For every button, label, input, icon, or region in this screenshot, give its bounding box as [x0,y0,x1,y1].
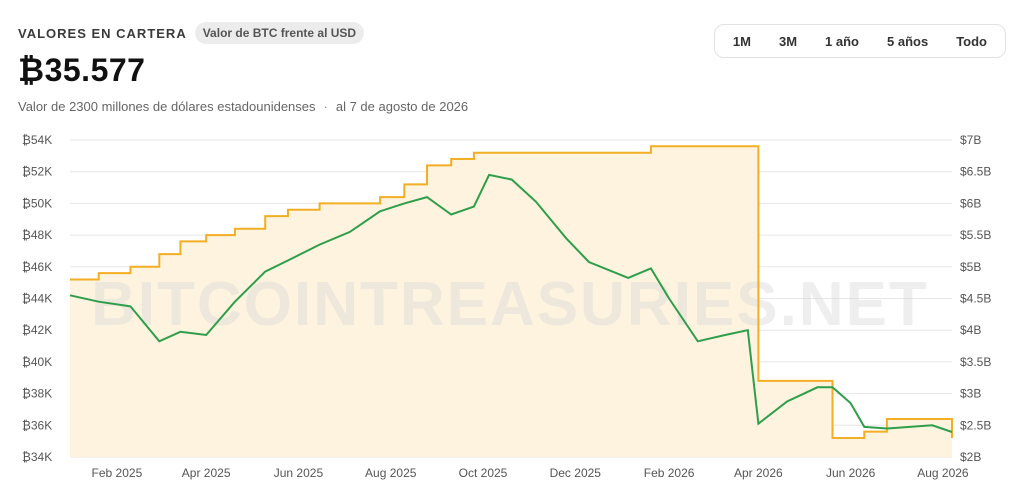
x-tick-label: Feb 2026 [644,466,695,480]
y-left-tick-label: ₿36K [22,418,52,432]
range-5y-button[interactable]: 5 años [873,34,942,49]
watermark: BITCOINTREASURIES.NET [91,270,929,339]
holdings-value: ₿35.577 [18,52,146,88]
y-left-tick-label: ₿44K [22,292,52,306]
y-left-tick-label: ₿42K [22,323,52,337]
usd-value-line [70,145,953,439]
usd-value-text: Valor de 2300 millones de dólares estado… [18,99,316,114]
currency-pill: Valor de BTC frente al USD [194,22,365,44]
range-1m-button[interactable]: 1M [719,34,765,49]
y-right-tick-label: $6B [960,196,981,210]
section-title: VALORES EN CARTERA [18,25,187,41]
y-left-tick-label: ₿40K [22,355,52,369]
x-tick-label: Feb 2025 [92,466,143,480]
usd-value-area [70,146,952,458]
x-tick-label: Dec 2025 [550,466,602,480]
x-tick-label: Apr 2026 [734,466,783,480]
header: VALORES EN CARTERA Valor de BTC frente a… [18,22,468,114]
btc-holdings-line [69,173,953,433]
axis-labels: ₿34K ₿36K ₿38K ₿40K ₿42K ₿44K ₿46K ₿48K ₿50K ₿52K… [22,133,991,480]
y-left-tick-label: ₿34K [22,450,52,464]
value-subtitle: Valor de 2300 millones de dólares estado… [18,99,468,114]
x-tick-label: Apr 2025 [182,466,231,480]
range-3m-button[interactable]: 3M [765,34,811,49]
x-tick-label: Jun 2025 [274,466,324,480]
y-left-tick-label: ₿50K [22,196,52,210]
y-right-tick-label: $5B [960,260,981,274]
y-right-tick-label: $3.5B [960,355,991,369]
y-right-tick-label: $6.5B [960,165,991,179]
y-left-tick-label: ₿54K [22,133,52,147]
range-1y-button[interactable]: 1 año [811,34,873,49]
y-right-tick-label: $7B [960,133,981,147]
y-right-tick-label: $4.5B [960,292,991,306]
y-right-tick-label: $4B [960,323,981,337]
range-all-button[interactable]: Todo [942,34,1001,49]
y-right-tick-label: $2.5B [960,418,991,432]
x-tick-label: Aug 2025 [365,466,417,480]
y-left-tick-label: ₿48K [22,228,52,242]
x-tick-label: Oct 2025 [459,466,508,480]
y-right-tick-label: $2B [960,450,981,464]
y-left-tick-label: ₿38K [22,387,52,401]
title-row: VALORES EN CARTERA Valor de BTC frente a… [18,22,468,44]
x-tick-label: Aug 2026 [917,466,969,480]
separator-dot: · [323,99,328,114]
y-left-tick-label: ₿52K [22,165,52,179]
y-right-tick-label: $5.5B [960,228,991,242]
as-of-date: al 7 de agosto de 2026 [335,99,469,114]
y-left-tick-label: ₿46K [22,260,52,274]
y-right-tick-label: $3B [960,387,981,401]
x-tick-label: Jun 2026 [826,466,876,480]
time-range-selector: 1M 3M 1 año 5 años Todo [713,24,1006,58]
